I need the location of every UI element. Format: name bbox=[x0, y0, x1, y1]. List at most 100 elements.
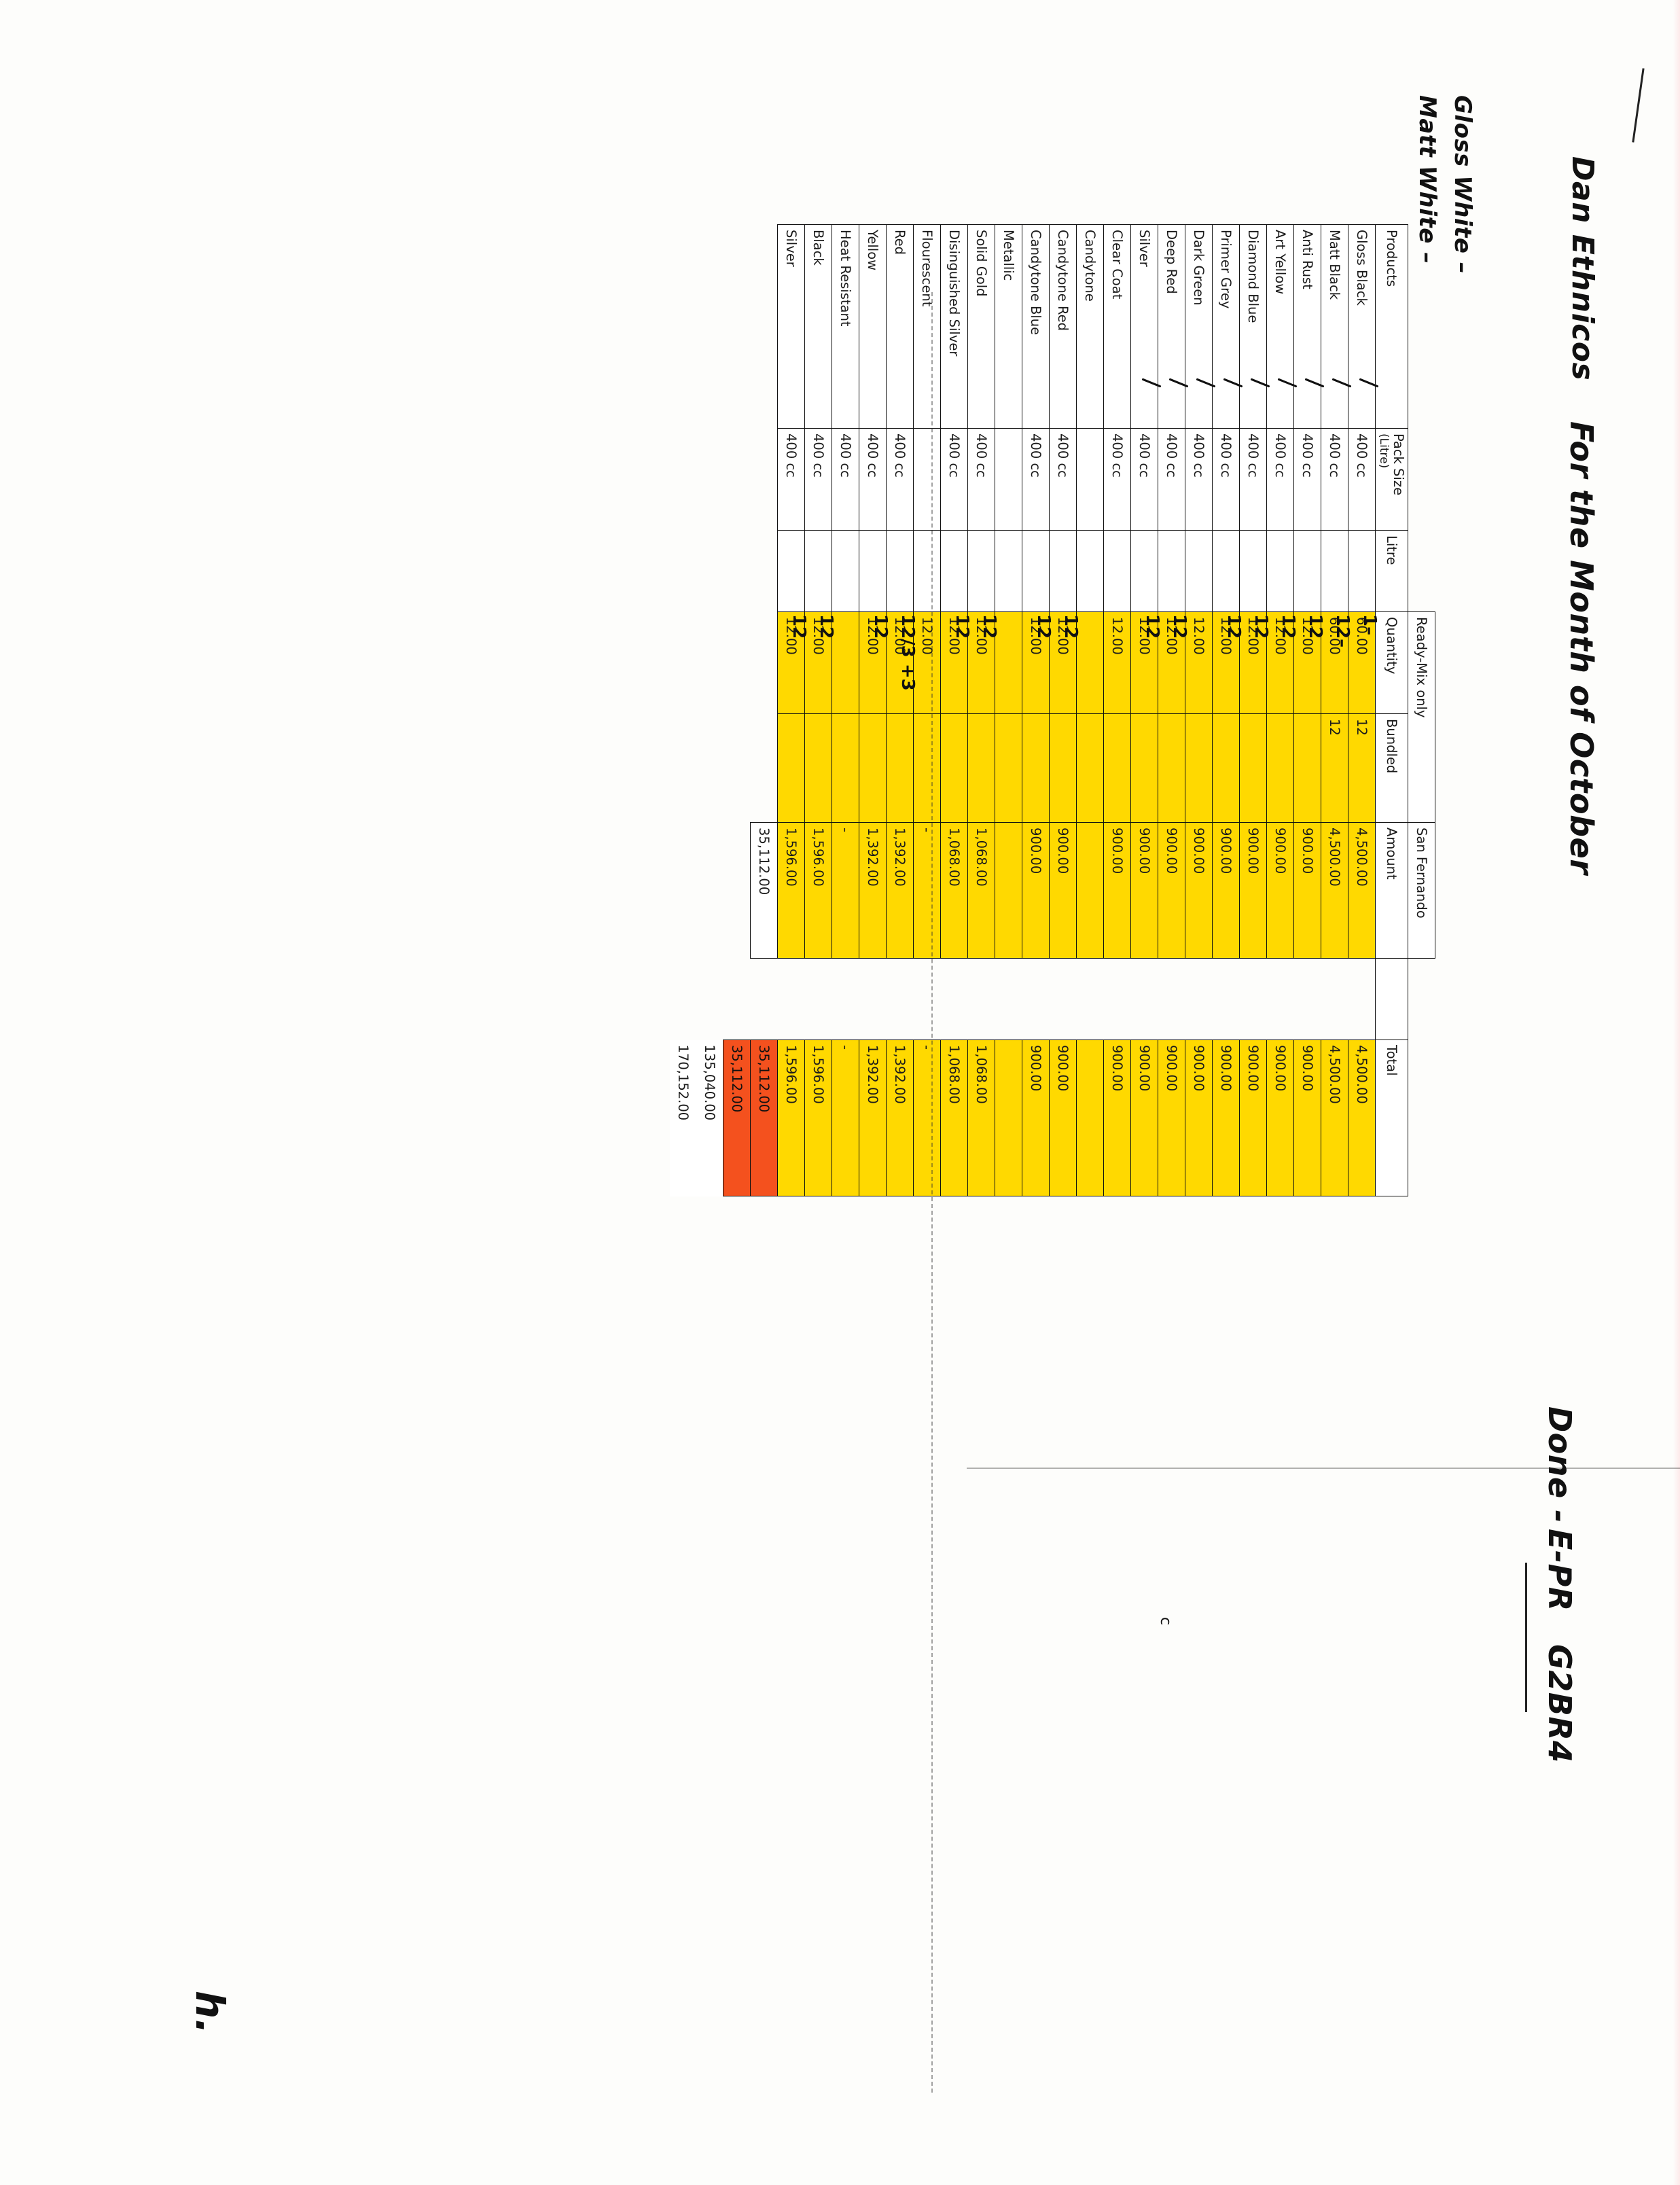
cell-litre bbox=[1212, 530, 1240, 612]
col-header-amount: Amount bbox=[1375, 822, 1408, 959]
cell-litre bbox=[777, 530, 805, 612]
cell-total: 1,392.00 bbox=[859, 1040, 887, 1196]
cell-gap bbox=[778, 959, 805, 1040]
grand-blank-gap bbox=[751, 959, 778, 1040]
handwritten-g2br4: G2BR4 bbox=[1541, 1644, 1578, 1763]
cell-pack-size: 400 cc bbox=[940, 428, 968, 531]
cell-total: 900.00 bbox=[1293, 1040, 1321, 1196]
cell-amount: 900.00 bbox=[1130, 822, 1158, 959]
band-branch: San Fernando bbox=[1408, 822, 1435, 959]
cell-amount: 1,392.00 bbox=[886, 822, 914, 959]
table-row: Matt Black 400 cc 60.00 12 4,500.00 4,500.00 bbox=[1321, 224, 1348, 1196]
cell-gap bbox=[968, 959, 995, 1040]
cell-product: Yellow bbox=[859, 224, 887, 429]
cell-total: 900.00 bbox=[1266, 1040, 1294, 1196]
cell-product: Disinguished Silver bbox=[940, 224, 968, 429]
table-row: Solid Gold 400 cc 12.00 1,068.00 1,068.00 bbox=[967, 224, 995, 1196]
handwritten-quantity: 12 bbox=[1223, 614, 1244, 639]
cell-amount: 1,392.00 bbox=[859, 822, 887, 959]
handwritten-quantity: 12 bbox=[789, 614, 809, 639]
fold-crease-vertical bbox=[967, 1468, 1680, 1469]
cell-product: Candytone bbox=[1076, 224, 1104, 429]
cell-bundled bbox=[1049, 713, 1077, 823]
cell-total: 900.00 bbox=[1185, 1040, 1213, 1196]
cell-pack-size: 400 cc bbox=[832, 428, 859, 531]
cell-litre bbox=[940, 530, 968, 612]
cell-pack-size: 400 cc bbox=[1049, 428, 1077, 531]
cell-total: - bbox=[913, 1040, 941, 1196]
cell-litre bbox=[1076, 530, 1104, 612]
col-header-litre: Litre bbox=[1375, 530, 1408, 612]
table-body: Gloss Black 400 cc 60.00 12 4,500.00 4,500.00… bbox=[777, 224, 1376, 1196]
cell-amount: 900.00 bbox=[1212, 822, 1240, 959]
cell-product: Art Yellow bbox=[1266, 224, 1294, 429]
cell-litre bbox=[1022, 530, 1050, 612]
summary-row-1: 35,112.00 bbox=[723, 225, 751, 1196]
cell-pack-size: 400 cc bbox=[1103, 428, 1131, 531]
summary-value-3: 170,152.00 bbox=[670, 1040, 696, 1196]
summary-value-1: 35,112.00 bbox=[723, 1040, 751, 1196]
band-ready-mix: Ready-Mix only bbox=[1408, 611, 1435, 823]
table-row: Art Yellow 400 cc 12.00 900.00 900.00 bbox=[1266, 224, 1294, 1196]
cell-product: Metallic bbox=[995, 224, 1022, 429]
cell-bundled: 12 bbox=[1321, 713, 1348, 823]
cell-bundled: 12 bbox=[1348, 713, 1376, 823]
cell-pack-size: 400 cc bbox=[886, 428, 914, 531]
cell-product: Silver bbox=[777, 224, 805, 429]
col-header-quantity: Quantity bbox=[1375, 611, 1408, 714]
cell-product: Heat Resistant bbox=[832, 224, 859, 429]
cell-bundled bbox=[859, 713, 887, 823]
handwritten-month-line: For the Month of October bbox=[1563, 421, 1600, 875]
cell-amount: 1,068.00 bbox=[967, 822, 995, 959]
cell-gap bbox=[859, 959, 887, 1040]
table-row: Diamond Blue 400 cc 12.00 900.00 900.00 bbox=[1239, 224, 1267, 1196]
cell-total: 900.00 bbox=[1049, 1040, 1077, 1196]
handwritten-quantity: 12– bbox=[1332, 614, 1353, 648]
cell-amount: 900.00 bbox=[1293, 822, 1321, 959]
cell-amount: 900.00 bbox=[1185, 822, 1213, 959]
cell-litre bbox=[1185, 530, 1213, 612]
handwritten-name: Dan Ethnicos bbox=[1565, 156, 1600, 381]
cell-pack-size bbox=[995, 428, 1022, 531]
cell-bundled bbox=[1130, 713, 1158, 823]
col-header-total: Total bbox=[1375, 1040, 1408, 1196]
cell-product: Primer Grey bbox=[1212, 224, 1240, 429]
band-blank-total bbox=[1408, 1040, 1435, 1196]
cell-gap bbox=[1294, 959, 1321, 1040]
table-row: Candytone Blue 400 cc 12.00 900.00 900.00 bbox=[1022, 224, 1050, 1196]
cell-product: Flourescent bbox=[913, 224, 941, 429]
cell-product: Gloss Black bbox=[1348, 224, 1376, 429]
cell-total: 900.00 bbox=[1239, 1040, 1267, 1196]
table-row: Anti Rust 400 cc 12.00 900.00 900.00 bbox=[1293, 224, 1321, 1196]
cell-litre bbox=[1293, 530, 1321, 612]
table-grand-total-row: 35,112.00 35,112.00 bbox=[750, 225, 778, 1196]
cell-amount bbox=[995, 822, 1022, 959]
table-row: Silver 400 cc 12.00 900.00 900.00 bbox=[1130, 224, 1158, 1196]
cell-amount: - bbox=[832, 822, 859, 959]
cell-gap bbox=[832, 959, 859, 1040]
cell-product: Black bbox=[804, 224, 832, 429]
grand-blank-bundled bbox=[751, 714, 778, 823]
summary-pad-2 bbox=[696, 823, 723, 959]
handwritten-quantity: 12 bbox=[870, 614, 891, 639]
cell-pack-size: 400 cc bbox=[1158, 428, 1185, 531]
cell-total: 900.00 bbox=[1103, 1040, 1131, 1196]
cell-bundled bbox=[886, 713, 914, 823]
cell-total: - bbox=[832, 1040, 859, 1196]
cell-litre bbox=[804, 530, 832, 612]
handwritten-quantity: 12 bbox=[952, 614, 972, 639]
cell-amount: 4,500.00 bbox=[1321, 822, 1348, 959]
handwritten-quantity: 12 bbox=[1251, 614, 1271, 639]
cell-bundled bbox=[777, 713, 805, 823]
table-row: Disinguished Silver 400 cc 12.00 1,068.00 1,… bbox=[940, 224, 968, 1196]
summary-blank-3 bbox=[670, 225, 696, 823]
cell-product: Anti Rust bbox=[1293, 224, 1321, 429]
summary-pad-3 bbox=[670, 823, 696, 959]
cell-gap bbox=[1022, 959, 1050, 1040]
cell-pack-size: 400 cc bbox=[1321, 428, 1348, 531]
cell-total: 1,068.00 bbox=[967, 1040, 995, 1196]
summary-value-2: 135,040.00 bbox=[696, 1040, 723, 1196]
cell-gap bbox=[941, 959, 968, 1040]
